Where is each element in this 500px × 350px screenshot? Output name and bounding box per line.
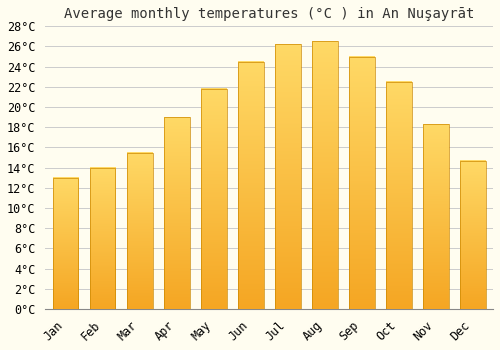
Title: Average monthly temperatures (°C ) in An Nuşayrāt: Average monthly temperatures (°C ) in An… (64, 7, 474, 21)
Bar (200, 89, 226, 309)
Bar (90, 168, 116, 309)
Bar (422, 124, 448, 309)
Bar (164, 117, 190, 309)
Bar (386, 82, 411, 309)
Bar (348, 57, 374, 309)
Bar (238, 62, 264, 309)
Bar (460, 161, 485, 309)
Bar (312, 41, 338, 309)
Bar (52, 178, 78, 309)
Bar (274, 44, 300, 309)
Bar (126, 153, 152, 309)
